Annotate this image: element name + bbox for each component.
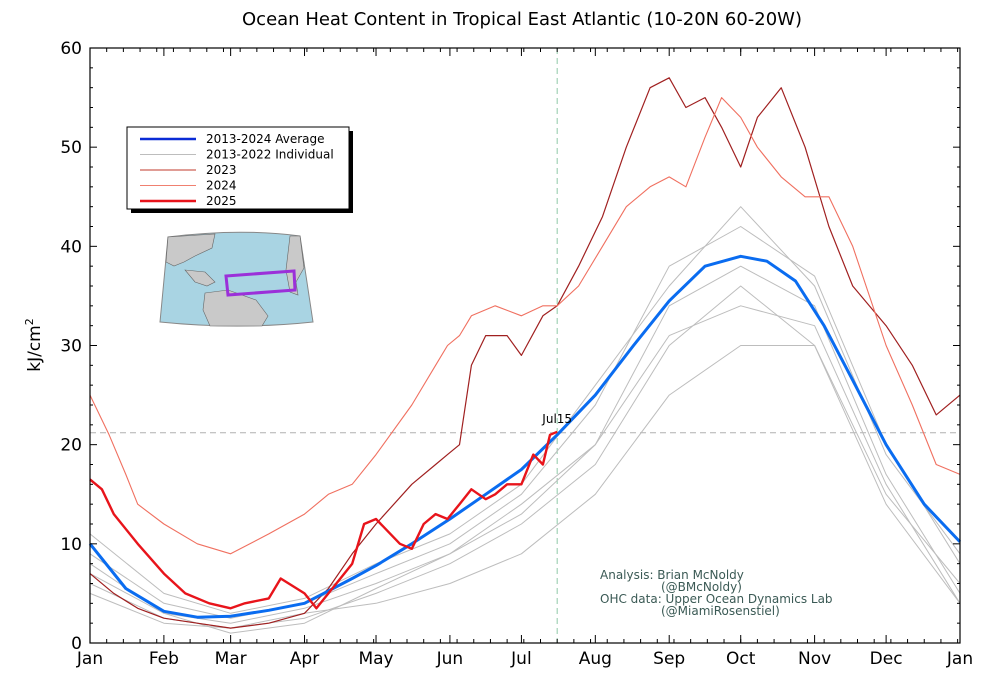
series-line-2024-8 bbox=[89, 97, 961, 555]
map-central-america bbox=[184, 269, 216, 287]
map-africa bbox=[285, 235, 305, 296]
map-north-america bbox=[165, 233, 216, 267]
x-tick-label: Mar bbox=[215, 649, 247, 669]
x-tick-label: Apr bbox=[290, 649, 319, 669]
x-tick-label: Dec bbox=[870, 649, 903, 669]
series-line-2013-2022-individual-3 bbox=[89, 226, 961, 619]
series-line-2013-2022-individual-4 bbox=[89, 305, 961, 634]
y-tick-label: 60 bbox=[60, 39, 82, 59]
series-layer: Jul15 bbox=[88, 77, 962, 634]
y-tick-label: 10 bbox=[60, 535, 82, 555]
x-tick-label: Jun bbox=[436, 649, 464, 669]
annotation-line-3: OHC data: Upper Ocean Dynamics Lab bbox=[600, 592, 833, 606]
x-tick-label: Nov bbox=[798, 649, 831, 669]
legend-label: 2024 bbox=[206, 179, 237, 193]
x-tick-label: Oct bbox=[726, 649, 756, 669]
y-tick-label: 30 bbox=[60, 337, 82, 357]
y-axis-label-superscript: 2 bbox=[23, 318, 36, 325]
legend-label: 2013-2022 Individual bbox=[206, 148, 334, 162]
x-tick-label: Aug bbox=[579, 649, 612, 669]
annotation-line-4: (@MiamiRosenstiel) bbox=[661, 604, 780, 618]
x-tick-label: May bbox=[358, 649, 393, 669]
legend-label: 2025 bbox=[206, 194, 237, 208]
x-tick-label: Sep bbox=[653, 649, 685, 669]
x-tick-label: Jan bbox=[76, 649, 103, 669]
y-tick-label: 0 bbox=[71, 634, 82, 654]
marker-label: Jul15 bbox=[541, 412, 572, 426]
map-south-america bbox=[202, 289, 269, 327]
x-tick-label: Jan bbox=[946, 649, 973, 669]
legend-label: 2023 bbox=[206, 163, 237, 177]
inset-map bbox=[159, 231, 314, 327]
series-line-2023-7 bbox=[89, 77, 961, 629]
legend-box bbox=[126, 126, 350, 210]
series-line-2025-9 bbox=[89, 430, 558, 610]
annotation-block: Analysis: Brian McNoldy (@BMcNoldy) OHC … bbox=[600, 568, 833, 618]
grid-layer bbox=[90, 48, 960, 643]
y-tick-label: 40 bbox=[60, 237, 82, 257]
x-tick-label: Feb bbox=[149, 649, 179, 669]
series-line-2013-2024-average-0 bbox=[88, 254, 962, 619]
y-axis-label-text: kJ/cm bbox=[25, 325, 45, 372]
tick-layer: 0 10 20 30 40 50 60 Jan Feb Mar Apr May Jun Jul Aug Sep… bbox=[60, 39, 973, 669]
y-tick-label: 20 bbox=[60, 436, 82, 456]
legend-label: 2013-2024 Average bbox=[206, 132, 325, 146]
map-ocean bbox=[159, 231, 314, 327]
map-region-box bbox=[224, 269, 297, 297]
annotation-line-1: Analysis: Brian McNoldy bbox=[600, 568, 744, 582]
y-axis-label: kJ/cm2 bbox=[23, 318, 45, 372]
annotation-line-2: (@BMcNoldy) bbox=[661, 580, 742, 594]
x-tick-label: Jul bbox=[510, 649, 532, 669]
series-line-2013-2022-individual-1 bbox=[89, 265, 961, 624]
chart-title: Ocean Heat Content in Tropical East Atla… bbox=[242, 9, 802, 30]
y-tick-label: 50 bbox=[60, 138, 82, 158]
